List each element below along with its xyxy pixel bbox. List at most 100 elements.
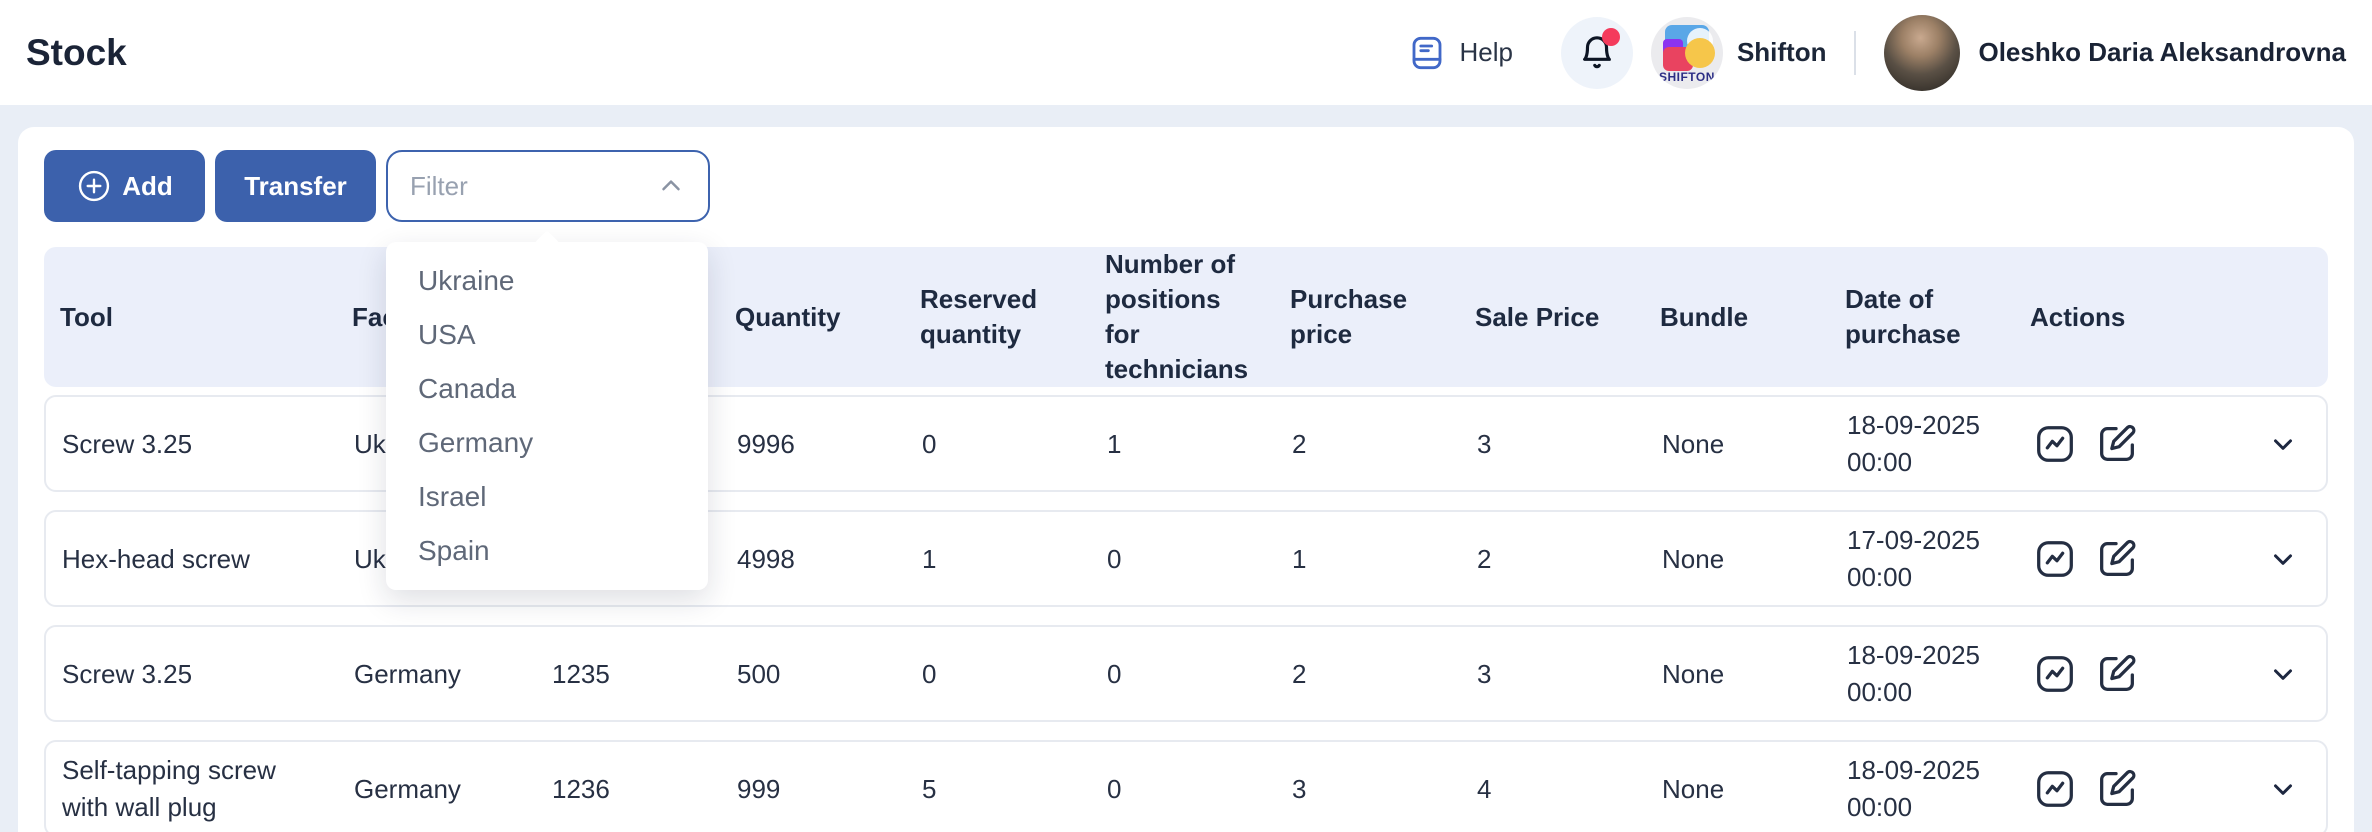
cell-sale-price: 2 bbox=[1477, 543, 1492, 574]
filter-option[interactable]: Ukraine bbox=[418, 265, 515, 296]
help-button[interactable]: Help bbox=[1407, 33, 1513, 73]
chevron-down-icon bbox=[2268, 774, 2298, 804]
stats-button[interactable] bbox=[2032, 421, 2078, 467]
cell-facility: Germany bbox=[354, 773, 461, 804]
transfer-button[interactable]: Transfer bbox=[215, 150, 376, 222]
column-header: Reserved quantity bbox=[920, 284, 1038, 350]
date-line: 17-09-2025 bbox=[1847, 525, 1980, 556]
cell-bundle: None bbox=[1662, 428, 1725, 459]
activity-icon bbox=[2032, 536, 2078, 582]
cell-actions bbox=[2016, 536, 2326, 582]
brand-name: Shifton bbox=[1736, 37, 1827, 67]
column-header: Actions bbox=[2030, 301, 2126, 332]
page-background: Add Transfer Filter ToolFacilityQuantity… bbox=[0, 105, 2372, 832]
edit-button[interactable] bbox=[2094, 421, 2140, 467]
cell-actions bbox=[2016, 651, 2326, 697]
plus-circle-icon bbox=[76, 168, 112, 204]
cell-bundle: None bbox=[1662, 773, 1725, 804]
avatar[interactable] bbox=[1884, 14, 1961, 91]
logo-text: SHIFTON bbox=[1658, 69, 1715, 84]
cell-number: 1236 bbox=[552, 773, 610, 804]
cell-purchase-date: 17-09-2025 00:00 bbox=[1831, 522, 2016, 595]
cell-actions bbox=[2016, 766, 2326, 812]
cell-positions: 0 bbox=[1107, 773, 1122, 804]
chevron-up-icon bbox=[656, 171, 686, 201]
date-line: 18-09-2025 bbox=[1847, 410, 1980, 441]
edit-button[interactable] bbox=[2094, 651, 2140, 697]
edit-button[interactable] bbox=[2094, 536, 2140, 582]
cell-purchase-date: 18-09-2025 00:00 bbox=[1831, 752, 2016, 825]
cell-bundle: None bbox=[1662, 658, 1725, 689]
cell-purchase-price: 3 bbox=[1292, 773, 1307, 804]
page-title: Stock bbox=[26, 31, 127, 73]
filter-option[interactable]: Germany bbox=[418, 427, 534, 458]
cell-purchase-date: 18-09-2025 00:00 bbox=[1831, 407, 2016, 480]
cell-tool: Hex-head screw bbox=[62, 543, 250, 574]
notification-dot bbox=[1601, 27, 1620, 46]
stats-button[interactable] bbox=[2032, 536, 2078, 582]
edit-icon bbox=[2094, 651, 2140, 697]
cell-purchase-date: 18-09-2025 00:00 bbox=[1831, 637, 2016, 710]
cell-tool: Screw 3.25 bbox=[62, 658, 193, 689]
chevron-down-icon bbox=[2268, 659, 2298, 689]
cell-bundle: None bbox=[1662, 543, 1725, 574]
filter-option[interactable]: USA bbox=[418, 319, 476, 350]
stats-button[interactable] bbox=[2032, 766, 2078, 812]
topbar-right: Help SHIFTON Shifton Oleshko Daria Aleks… bbox=[1407, 14, 2346, 91]
cell-positions: 0 bbox=[1107, 658, 1122, 689]
table-row: Self-tapping screw with wall plug Germany… bbox=[44, 740, 2328, 832]
header-divider bbox=[1854, 30, 1857, 75]
transfer-label: Transfer bbox=[244, 170, 347, 201]
cell-quantity: 9996 bbox=[737, 428, 795, 459]
column-header: Tool bbox=[60, 301, 113, 332]
help-book-icon bbox=[1407, 33, 1447, 73]
cell-purchase-price: 2 bbox=[1292, 658, 1307, 689]
time-line: 00:00 bbox=[1847, 561, 1913, 592]
date-line: 18-09-2025 bbox=[1847, 755, 1980, 786]
filter-option[interactable]: Canada bbox=[418, 373, 517, 404]
date-line: 18-09-2025 bbox=[1847, 640, 1980, 671]
cell-number: 1235 bbox=[552, 658, 610, 689]
time-line: 00:00 bbox=[1847, 446, 1913, 477]
edit-icon bbox=[2094, 766, 2140, 812]
filter-dropdown: Ukraine USA Canada Germany Israel Spain bbox=[386, 242, 708, 590]
filter-select[interactable]: Filter bbox=[386, 150, 710, 222]
filter-option[interactable]: Israel bbox=[418, 481, 487, 512]
column-header: Number of positions for technicians bbox=[1105, 249, 1249, 385]
column-header: Sale Price bbox=[1475, 301, 1600, 332]
edit-button[interactable] bbox=[2094, 766, 2140, 812]
expand-row-button[interactable] bbox=[2268, 659, 2298, 689]
chevron-down-icon bbox=[2268, 544, 2298, 574]
column-header: Date of purchase bbox=[1845, 284, 1961, 350]
cell-tool: Screw 3.25 bbox=[62, 428, 193, 459]
user-name: Oleshko Daria Aleksandrovna bbox=[1978, 37, 2346, 67]
topbar: Stock Help SHIFTON bbox=[0, 0, 2372, 105]
bell-icon bbox=[1578, 34, 1616, 72]
stats-button[interactable] bbox=[2032, 651, 2078, 697]
cell-reserved-quantity: 0 bbox=[922, 658, 937, 689]
expand-row-button[interactable] bbox=[2268, 544, 2298, 574]
activity-icon bbox=[2032, 766, 2078, 812]
add-button[interactable]: Add bbox=[44, 150, 205, 222]
cell-purchase-price: 2 bbox=[1292, 428, 1307, 459]
activity-icon bbox=[2032, 421, 2078, 467]
filter-placeholder: Filter bbox=[410, 170, 468, 201]
chevron-down-icon bbox=[2268, 429, 2298, 459]
cell-quantity: 500 bbox=[737, 658, 781, 689]
time-line: 00:00 bbox=[1847, 676, 1913, 707]
cell-reserved-quantity: 1 bbox=[922, 543, 937, 574]
table-row: Screw 3.25 Germany 1235 500 0 0 2 3 None 18-09-20… bbox=[44, 625, 2328, 723]
expand-row-button[interactable] bbox=[2268, 774, 2298, 804]
filter-option[interactable]: Spain bbox=[418, 535, 490, 566]
notifications-button[interactable] bbox=[1560, 16, 1633, 89]
cell-facility: Germany bbox=[354, 658, 461, 689]
cell-quantity: 4998 bbox=[737, 543, 795, 574]
toolbar: Add Transfer Filter bbox=[44, 150, 2328, 222]
edit-icon bbox=[2094, 421, 2140, 467]
edit-icon bbox=[2094, 536, 2140, 582]
help-label: Help bbox=[1459, 37, 1513, 67]
shifton-logo-icon[interactable]: SHIFTON bbox=[1650, 16, 1723, 89]
expand-row-button[interactable] bbox=[2268, 429, 2298, 459]
cell-reserved-quantity: 0 bbox=[922, 428, 937, 459]
content-card: Add Transfer Filter ToolFacilityQuantity… bbox=[18, 127, 2354, 832]
